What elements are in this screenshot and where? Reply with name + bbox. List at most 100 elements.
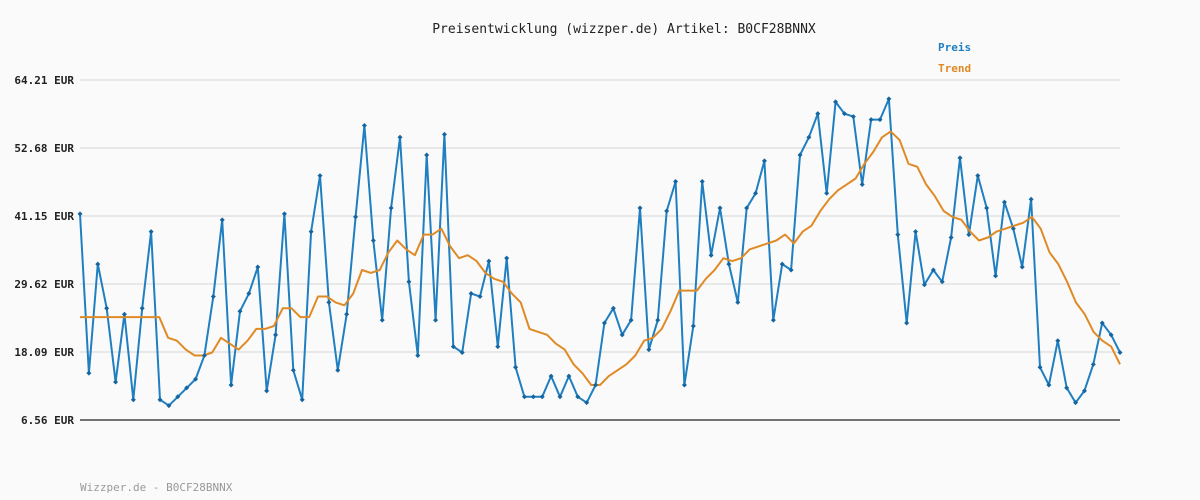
data-point-preis	[1019, 264, 1025, 270]
data-point-preis	[868, 117, 874, 123]
data-point-preis	[459, 350, 465, 356]
data-point-preis	[237, 308, 243, 314]
data-point-preis	[113, 379, 119, 385]
data-point-preis	[326, 299, 332, 305]
data-point-preis	[388, 205, 394, 211]
data-point-preis	[495, 344, 501, 350]
data-point-preis	[379, 317, 385, 323]
data-point-preis	[761, 158, 767, 164]
data-point-preis	[335, 367, 341, 373]
y-tick-label: 41.15 EUR	[14, 210, 74, 223]
data-point-preis	[468, 291, 474, 297]
data-point-preis	[993, 273, 999, 279]
data-point-preis	[1001, 199, 1007, 205]
data-point-preis	[228, 382, 234, 388]
series-line-preis	[79, 97, 1121, 407]
data-point-preis	[201, 352, 207, 358]
data-point-preis	[699, 178, 705, 184]
data-point-preis	[681, 382, 687, 388]
data-point-preis	[815, 111, 821, 117]
data-point-preis	[1055, 338, 1061, 344]
data-point-preis	[175, 394, 181, 400]
data-point-preis	[886, 96, 892, 102]
data-point-preis	[77, 211, 83, 217]
data-point-preis	[966, 232, 972, 238]
data-point-preis	[913, 229, 919, 235]
data-point-preis	[833, 99, 839, 105]
data-point-preis	[770, 317, 776, 323]
data-point-preis	[859, 181, 865, 187]
data-point-preis	[139, 305, 145, 311]
series-lines	[79, 97, 1121, 407]
data-point-preis	[281, 211, 287, 217]
data-point-preis	[895, 232, 901, 238]
data-point-preis	[975, 173, 981, 179]
data-point-preis	[753, 190, 759, 196]
data-point-preis	[566, 373, 572, 379]
data-point-preis	[193, 376, 199, 382]
data-point-preis	[584, 400, 590, 406]
data-point-preis	[673, 178, 679, 184]
data-point-preis	[184, 385, 190, 391]
data-point-preis	[317, 173, 323, 179]
data-point-preis	[921, 282, 927, 288]
data-point-preis	[255, 264, 261, 270]
data-point-preis	[904, 320, 910, 326]
data-point-preis	[308, 229, 314, 235]
data-point-preis	[513, 364, 519, 370]
data-point-preis	[850, 114, 856, 120]
data-point-preis	[744, 205, 750, 211]
data-point-preis	[415, 352, 421, 358]
data-point-preis	[717, 205, 723, 211]
data-point-preis	[219, 217, 225, 223]
data-point-preis	[424, 152, 430, 158]
data-point-preis	[370, 237, 376, 243]
data-point-preis	[486, 258, 492, 264]
data-point-preis	[521, 394, 527, 400]
data-point-preis	[1108, 332, 1114, 338]
data-point-preis	[637, 205, 643, 211]
data-point-preis	[735, 299, 741, 305]
data-point-preis	[210, 294, 216, 300]
y-tick-label: 6.56 EUR	[21, 414, 74, 427]
y-tick-label: 18.09 EUR	[14, 346, 74, 359]
data-point-preis	[477, 294, 483, 300]
data-point-preis	[344, 311, 350, 317]
data-point-preis	[841, 111, 847, 117]
data-point-preis	[441, 131, 447, 137]
data-point-preis	[575, 394, 581, 400]
data-point-preis	[1090, 361, 1096, 367]
data-point-preis	[788, 267, 794, 273]
y-tick-label: 29.62 EUR	[14, 278, 74, 291]
data-point-preis	[930, 267, 936, 273]
data-point-preis	[779, 261, 785, 267]
data-point-preis	[664, 208, 670, 214]
data-point-preis	[957, 155, 963, 161]
data-point-preis	[397, 134, 403, 140]
data-point-preis	[539, 394, 545, 400]
data-point-preis	[1081, 388, 1087, 394]
chart-title: Preisentwicklung (wizzper.de) Artikel: B…	[432, 22, 816, 37]
data-point-preis	[1117, 350, 1123, 356]
data-point-preis	[353, 214, 359, 220]
data-point-preis	[299, 397, 305, 403]
data-point-preis	[824, 190, 830, 196]
data-point-preis	[1010, 226, 1016, 232]
data-point-preis	[246, 291, 252, 297]
legend-entry-trend: Trend	[938, 62, 971, 75]
data-point-preis	[264, 388, 270, 394]
chart-footer: Wizzper.de - B0CF28BNNX	[80, 481, 233, 494]
data-point-preis	[148, 229, 154, 235]
data-point-preis	[593, 382, 599, 388]
data-point-preis	[939, 279, 945, 285]
data-point-preis	[433, 317, 439, 323]
data-point-preis	[1037, 364, 1043, 370]
data-point-preis	[610, 305, 616, 311]
data-point-preis	[290, 367, 296, 373]
data-point-preis	[450, 344, 456, 350]
data-point-preis	[708, 252, 714, 258]
data-point-preis	[166, 403, 172, 409]
data-point-preis	[601, 320, 607, 326]
y-axis-ticks: 64.21 EUR 52.68 EUR 41.15 EUR 29.62 EUR 18.0…	[14, 74, 74, 427]
